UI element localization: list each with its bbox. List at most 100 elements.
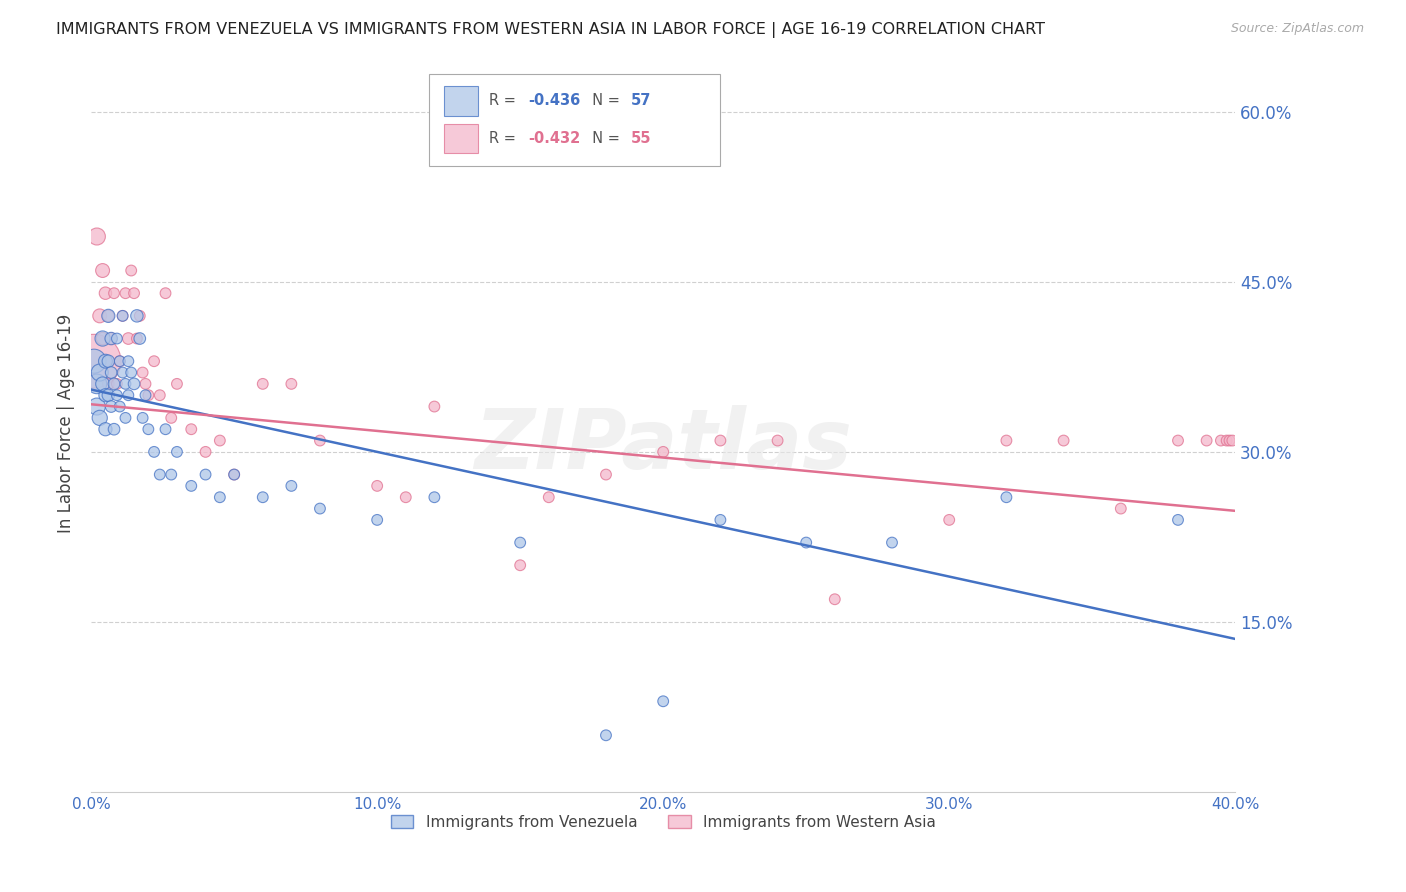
Point [108, 354, 131, 368]
Point [224, 467, 246, 482]
Point [155, 286, 177, 301]
Point [149, 467, 172, 482]
Point [105, 388, 128, 402]
Point [1220, 434, 1243, 448]
Point [94, 388, 117, 402]
Point [1195, 434, 1218, 448]
Point [149, 388, 172, 402]
Text: N =: N = [583, 131, 624, 145]
Point [120, 366, 142, 380]
Text: 57: 57 [631, 94, 651, 109]
Point [194, 445, 217, 459]
Point [97, 354, 120, 368]
Point [824, 592, 846, 607]
Point [938, 513, 960, 527]
Point [97, 376, 120, 391]
Point [180, 479, 202, 493]
FancyBboxPatch shape [443, 87, 478, 116]
Point [143, 445, 166, 459]
Text: R =: R = [489, 94, 520, 109]
Point [652, 694, 675, 708]
Point [117, 354, 139, 368]
Text: 55: 55 [631, 131, 651, 145]
Point [103, 286, 125, 301]
Point [100, 400, 122, 414]
Point [128, 332, 150, 346]
Point [166, 376, 188, 391]
Point [108, 400, 131, 414]
Point [166, 445, 188, 459]
Point [509, 558, 531, 573]
Point [138, 388, 160, 402]
Point [995, 434, 1018, 448]
Text: IMMIGRANTS FROM VENEZUELA VS IMMIGRANTS FROM WESTERN ASIA IN LABOR FORCE | AGE 1: IMMIGRANTS FROM VENEZUELA VS IMMIGRANTS … [56, 22, 1045, 38]
Point [128, 309, 150, 323]
Point [794, 535, 817, 549]
Point [208, 434, 231, 448]
Point [1167, 513, 1189, 527]
Point [103, 422, 125, 436]
Point [366, 513, 388, 527]
Point [97, 309, 120, 323]
Point [180, 422, 202, 436]
Text: -0.436: -0.436 [529, 94, 581, 109]
Point [280, 376, 302, 391]
Point [1218, 434, 1240, 448]
Point [108, 354, 131, 368]
Y-axis label: In Labor Force | Age 16-19: In Labor Force | Age 16-19 [58, 314, 75, 533]
Text: Source: ZipAtlas.com: Source: ZipAtlas.com [1230, 22, 1364, 36]
Point [83, 354, 105, 368]
Point [120, 263, 142, 277]
Point [509, 535, 531, 549]
Point [423, 490, 446, 504]
Point [366, 479, 388, 493]
Point [94, 286, 117, 301]
Point [395, 490, 418, 504]
Point [134, 388, 156, 402]
Point [97, 309, 120, 323]
Point [122, 286, 145, 301]
Text: -0.432: -0.432 [529, 131, 581, 145]
Point [97, 388, 120, 402]
Point [114, 376, 136, 391]
Point [111, 309, 134, 323]
Point [122, 376, 145, 391]
Point [652, 445, 675, 459]
Point [105, 376, 128, 391]
Point [995, 490, 1018, 504]
Point [114, 286, 136, 301]
Point [224, 467, 246, 482]
Point [131, 410, 153, 425]
Point [766, 434, 789, 448]
Point [86, 376, 108, 391]
Point [91, 332, 114, 346]
FancyBboxPatch shape [443, 123, 478, 153]
Point [105, 332, 128, 346]
Point [91, 332, 114, 346]
Point [100, 366, 122, 380]
Point [595, 728, 617, 742]
Point [1109, 501, 1132, 516]
Point [160, 410, 183, 425]
Point [194, 467, 217, 482]
Text: R =: R = [489, 131, 520, 145]
Point [83, 354, 105, 368]
Point [880, 535, 903, 549]
Point [94, 354, 117, 368]
Point [89, 366, 111, 380]
Point [309, 434, 332, 448]
Point [709, 513, 731, 527]
Point [423, 400, 446, 414]
Point [595, 467, 617, 482]
Point [252, 490, 274, 504]
Text: ZIPatlas: ZIPatlas [474, 405, 852, 486]
Point [91, 376, 114, 391]
Point [131, 366, 153, 380]
Point [138, 422, 160, 436]
Text: N =: N = [583, 94, 624, 109]
Point [155, 422, 177, 436]
Point [89, 410, 111, 425]
Point [94, 422, 117, 436]
Point [125, 332, 148, 346]
Point [86, 400, 108, 414]
